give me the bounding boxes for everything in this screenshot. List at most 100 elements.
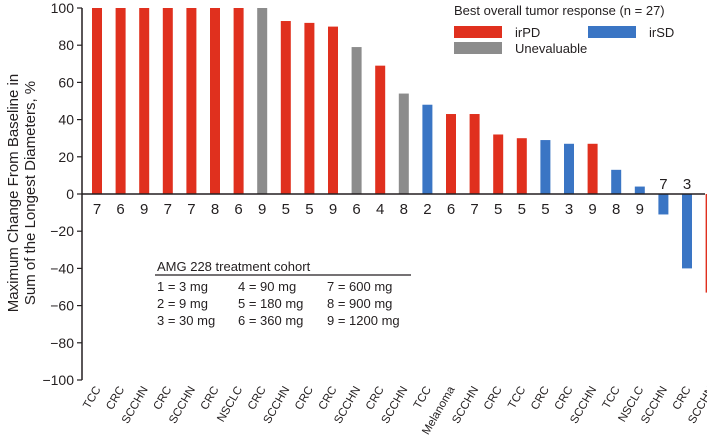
cohort-label-6: 8 [211, 201, 219, 218]
y-axis-title-line-1: Maximum Change From Baseline in [5, 74, 22, 312]
legend-label-unevaluable: Unevaluable [515, 41, 587, 56]
bar-14 [398, 93, 409, 194]
x-tick-label-6: CRC [199, 385, 222, 413]
cohort-label-22: 9 [588, 201, 596, 218]
bar-25 [658, 194, 669, 215]
y-tick-label: −80 [50, 335, 74, 351]
cohort-label-9: 5 [282, 201, 290, 218]
x-tick-label-23: TCC [601, 385, 623, 411]
legend-label-irsd: irSD [649, 25, 674, 40]
bar-17 [469, 114, 480, 194]
x-tick-label-15: TCC [412, 385, 434, 411]
cohort-label-7: 6 [234, 201, 242, 218]
legend-swatch-irpd [454, 26, 502, 38]
x-tick-label-18: CRC [482, 385, 505, 413]
x-tick-label-8: CRC [246, 385, 269, 413]
cohort-table-cell: 6 = 360 mg [238, 313, 303, 328]
y-tick-label: −20 [50, 223, 74, 239]
cohort-label-5: 7 [187, 201, 195, 218]
bar-21 [564, 143, 574, 194]
bar-16 [446, 114, 456, 194]
legend: Best overall tumor response (n = 27) irP… [454, 3, 674, 56]
cohort-label-4: 7 [164, 201, 172, 218]
cohort-label-19: 5 [518, 201, 526, 218]
bar-7 [233, 8, 244, 194]
legend-swatch-irsd [588, 26, 636, 38]
bar-8 [257, 8, 268, 194]
bar-3 [139, 8, 150, 194]
cohort-table-cell: 2 = 9 mg [157, 296, 208, 311]
legend-title: Best overall tumor response (n = 27) [454, 3, 665, 18]
y-tick-label: 60 [58, 74, 74, 90]
cohort-label-24: 9 [636, 201, 644, 218]
cohort-table-cell: 5 = 180 mg [238, 296, 303, 311]
y-tick-label: 100 [51, 0, 75, 16]
cohort-label-16: 6 [447, 201, 455, 218]
cohort-label-8: 9 [258, 201, 266, 218]
cohort-table-cell: 1 = 3 mg [157, 279, 208, 294]
cohort-table-cell: 9 = 1200 mg [327, 313, 400, 328]
cohort-table-cell: 4 = 90 mg [238, 279, 296, 294]
cohort-label-3: 9 [140, 201, 148, 218]
cohort-label-18: 5 [494, 201, 502, 218]
bar-26 [682, 194, 692, 269]
bar-20 [540, 140, 551, 194]
y-axis-title-line-2: Sum of the Longest Diameters, % [22, 81, 39, 305]
bar-24 [634, 186, 645, 194]
cohort-label-21: 3 [565, 201, 573, 218]
bar-4 [162, 8, 173, 194]
cohort-label-2: 6 [116, 201, 124, 218]
y-axis: 100 80 60 40 20 0 −20 −40 −60 −80 −100 [42, 0, 83, 388]
x-tick-label-11: CRC [317, 385, 340, 413]
cohort-table: AMG 228 treatment cohort 1 = 3 mg 4 = 90 … [155, 259, 411, 328]
cohort-label-23: 8 [612, 201, 620, 218]
bar-series [92, 8, 707, 293]
cohort-labels: 769778695596482675553989738a [93, 176, 707, 218]
bar-12 [351, 47, 362, 195]
bar-19 [516, 138, 527, 194]
cohort-label-1: 7 [93, 201, 101, 218]
bar-15 [422, 104, 433, 194]
cohort-label-11: 9 [329, 201, 337, 218]
cohort-label-20: 5 [541, 201, 549, 218]
x-tick-label-26: CRC [671, 385, 694, 413]
x-tick-label-21: CRC [553, 385, 576, 413]
bar-18 [493, 134, 504, 194]
cohort-table-title: AMG 228 treatment cohort [157, 259, 311, 274]
cohort-label-12: 6 [352, 201, 360, 218]
cohort-label-15: 2 [423, 201, 431, 218]
cohort-label-14: 8 [400, 201, 408, 218]
y-tick-label: 40 [58, 112, 74, 128]
bar-1 [92, 8, 102, 194]
bar-5 [186, 8, 197, 194]
bar-9 [280, 21, 291, 194]
bar-2 [115, 8, 126, 194]
bar-27 [705, 194, 707, 293]
cohort-table-cell: 7 = 600 mg [327, 279, 392, 294]
bar-10 [304, 22, 315, 194]
x-tick-label-1: TCC [81, 385, 103, 411]
cohort-label-25: 7 [659, 176, 667, 193]
x-tick-label-2: CRC [104, 385, 127, 413]
cohort-label-13: 4 [376, 201, 384, 218]
legend-swatch-unevaluable [454, 42, 502, 54]
x-tick-label-10: CRC [293, 385, 316, 413]
bar-13 [375, 65, 386, 194]
y-tick-label: −40 [50, 260, 74, 276]
x-tick-label-20: CRC [529, 385, 552, 413]
cohort-label-17: 7 [470, 201, 478, 218]
y-tick-label: 80 [58, 37, 74, 53]
bar-22 [587, 143, 598, 194]
cohort-label-26: 3 [683, 176, 691, 193]
bar-11 [328, 26, 338, 194]
bar-6 [210, 8, 220, 194]
cohort-table-cell: 8 = 900 mg [327, 296, 392, 311]
x-tick-label-4: CRC [152, 385, 175, 413]
y-tick-label: 20 [58, 149, 74, 165]
y-tick-label: −100 [42, 372, 74, 388]
cohort-table-cell: 3 = 30 mg [157, 313, 215, 328]
y-tick-label: −60 [50, 298, 74, 314]
legend-label-irpd: irPD [515, 25, 540, 40]
